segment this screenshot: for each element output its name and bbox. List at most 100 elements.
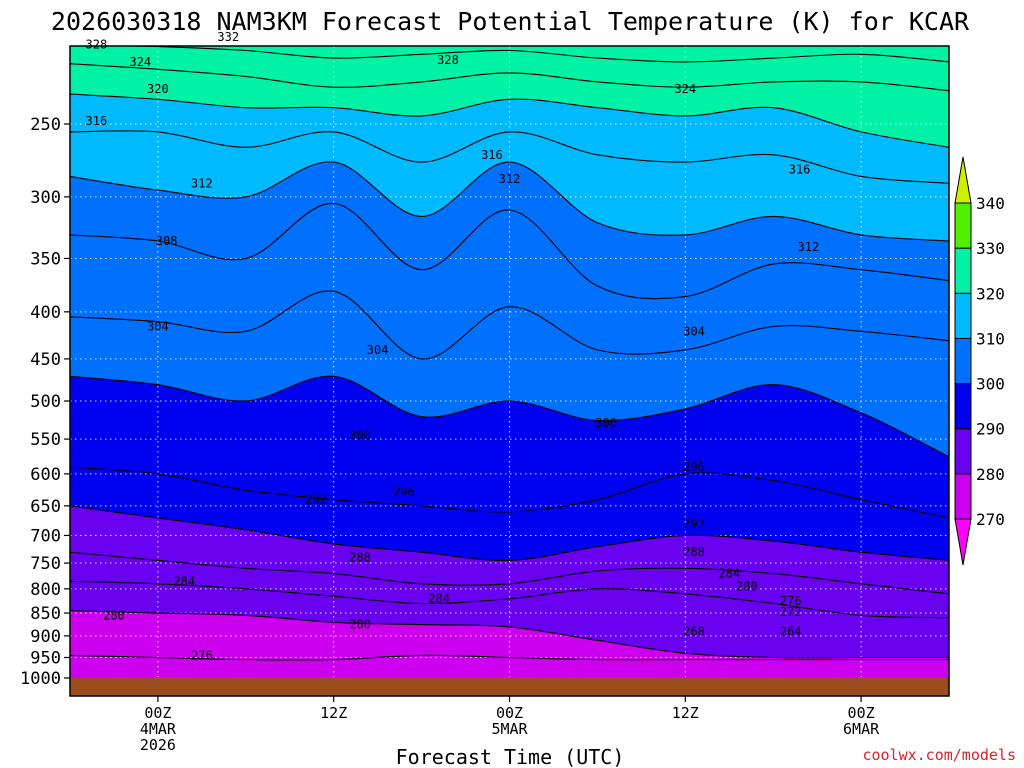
isentrope-332 [70, 35, 949, 45]
colorbar-label: 290 [976, 420, 1005, 439]
isentrope-328 [109, 46, 949, 63]
x-tick-label: 00Z [848, 704, 875, 722]
isentrope-292 [70, 505, 949, 562]
contour-labels: 328 332 324 328 320 324 316 316 316 312 312 312 308 3… [86, 30, 820, 663]
y-tick-label: 500 [30, 392, 61, 412]
theta-color-bands [70, 35, 949, 696]
contour-label: 292 [305, 493, 327, 507]
chart-title: 2026030318 NAM3KM Forecast Potential Tem… [51, 7, 970, 36]
contour-label: 332 [217, 30, 239, 44]
y-tick-label: 350 [30, 249, 61, 269]
colorbar-segment [954, 473, 972, 520]
isentrope-276 [70, 654, 949, 661]
y-tick-label: 850 [30, 604, 61, 624]
y-tick-label: 950 [30, 649, 61, 669]
contour-label: 296 [683, 460, 705, 474]
x-tick-label: 6MAR [843, 720, 880, 738]
y-tick-label: 450 [30, 350, 61, 370]
contour-label: 328 [86, 38, 108, 52]
contour-label: 328 [437, 53, 459, 67]
contour-label: 312 [499, 172, 521, 186]
y-tick-label: 550 [30, 430, 61, 450]
contour-label: 284 [718, 567, 740, 581]
contour-label: 312 [191, 176, 213, 190]
isentrope-contours [70, 35, 949, 661]
contour-label: 300 [595, 416, 617, 430]
isentrope-284 [70, 580, 949, 619]
isentrope-308 [70, 202, 949, 300]
colorbar-segment [954, 383, 972, 430]
y-tick-label: 1000 [20, 669, 61, 689]
x-tick-label: 00Z [144, 704, 171, 722]
contour-label: 320 [147, 82, 169, 96]
contour-label: 316 [86, 114, 108, 128]
colorbar-segment [954, 247, 972, 294]
y-tick-label: 700 [30, 526, 61, 546]
contour-label: 272 [780, 605, 802, 619]
isentrope-288 [70, 551, 949, 595]
contour-label: 312 [798, 240, 820, 254]
x-axis-label: Forecast Time (UTC) [396, 745, 625, 768]
contour-label: 264 [780, 624, 802, 638]
credit-text: coolwx.com/models [862, 746, 1016, 764]
colorbar-max-arrow [954, 156, 972, 204]
colorbar-label: 270 [976, 510, 1005, 529]
y-tick-label: 600 [30, 465, 61, 485]
colorbar-label: 330 [976, 239, 1005, 258]
contour-label: 324 [129, 55, 151, 69]
x-tick-label: 5MAR [491, 720, 528, 738]
isentrope-312 [70, 161, 949, 242]
contour-label: 280 [736, 579, 758, 593]
colorbar-segment [954, 202, 972, 249]
contour-label: 308 [156, 234, 178, 248]
contour-label: 276 [780, 594, 802, 608]
contour-label: 284 [428, 592, 450, 606]
contour-label: 288 [349, 551, 371, 565]
y-tick-label: 800 [30, 580, 61, 600]
colorbar-label: 280 [976, 465, 1005, 484]
band-above-332 [70, 35, 949, 45]
isentrope-300 [70, 375, 949, 458]
y-tick-label: 650 [30, 497, 61, 517]
contour-label: 316 [481, 148, 503, 162]
x-tick-label: 12Z [320, 704, 347, 722]
ground-terrain [70, 677, 949, 696]
colorbar-min-arrow [954, 518, 972, 566]
contour-label: 324 [674, 82, 696, 96]
colorbar-segment [954, 337, 972, 385]
contour-label: 284 [173, 574, 195, 588]
contour-label: 296 [393, 485, 415, 499]
x-tick-label: 4MAR [140, 720, 177, 738]
contour-label: 304 [367, 343, 389, 357]
grid-lines [70, 46, 949, 696]
contour-label: 304 [683, 324, 705, 338]
colorbar: 270 280 290 300 310 320 330 340 [954, 156, 1005, 566]
contour-label: 280 [349, 618, 371, 632]
colorbar-segment [954, 428, 972, 475]
contour-label: 276 [191, 648, 213, 662]
contour-label: 300 [349, 428, 371, 442]
isentrope-280 [70, 610, 949, 659]
x-tick-label: 12Z [672, 704, 699, 722]
colorbar-label: 340 [976, 194, 1005, 213]
isentrope-316 [70, 130, 949, 184]
y-tick-label: 300 [30, 188, 61, 208]
y-tick-label: 250 [30, 115, 61, 135]
isentrope-324 [70, 63, 949, 92]
contour-label: 280 [103, 608, 125, 622]
contour-label: 292 [683, 517, 705, 531]
contour-label: 316 [789, 162, 811, 176]
colorbar-segment [954, 292, 972, 339]
contour-label: 268 [683, 624, 705, 638]
isentrope-304 [70, 290, 949, 360]
y-tick-label: 400 [30, 303, 61, 323]
isentrope-296 [70, 466, 949, 519]
contour-label: 288 [683, 545, 705, 559]
isentrope-320 [70, 93, 949, 148]
contour-label: 304 [147, 320, 169, 334]
y-tick-label: 750 [30, 554, 61, 574]
y-axis: 250 300 350 400 450 500 550 600 650 700 750 800 850 9… [20, 115, 70, 689]
colorbar-label: 310 [976, 329, 1005, 348]
